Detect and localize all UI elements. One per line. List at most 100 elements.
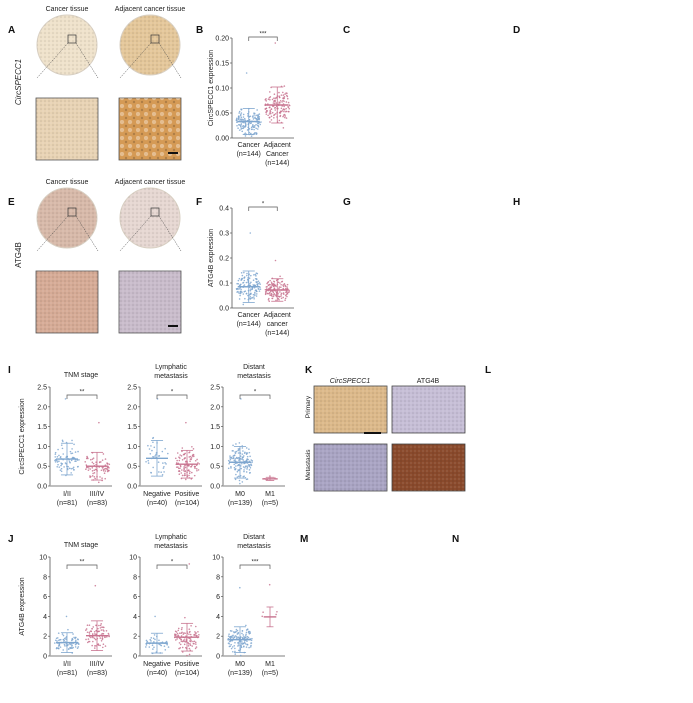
data-point (278, 299, 280, 301)
data-point (87, 467, 90, 469)
subplot-title: TNM stage (64, 542, 98, 549)
data-point (281, 91, 284, 94)
data-point (191, 445, 193, 448)
data-point (176, 459, 178, 462)
y-tick-label: 0.5 (37, 464, 47, 471)
data-point (97, 627, 99, 630)
data-point (154, 638, 156, 641)
data-point (193, 634, 195, 636)
data-point (268, 292, 271, 294)
data-point (286, 295, 288, 298)
data-point (194, 631, 196, 633)
data-point (279, 111, 281, 114)
group-label: (n=139) (228, 500, 252, 507)
data-point (242, 303, 245, 306)
data-point (265, 113, 268, 115)
data-point (265, 286, 268, 288)
data-point (77, 450, 79, 453)
data-point (108, 635, 110, 638)
data-point (231, 650, 234, 653)
data-point (242, 642, 245, 645)
data-point (282, 127, 285, 129)
data-point (251, 637, 253, 640)
data-point (270, 286, 272, 289)
data-point (248, 464, 251, 466)
data-point (181, 450, 183, 453)
data-point (242, 466, 245, 468)
data-point (233, 644, 236, 647)
data-point (269, 121, 271, 123)
data-point (288, 107, 291, 110)
data-point (248, 646, 250, 649)
group-label: (n=144) (265, 330, 289, 337)
data-point (282, 285, 285, 288)
data-point (252, 125, 255, 127)
data-point (58, 454, 60, 457)
data-point (258, 121, 261, 124)
data-point (187, 465, 190, 467)
data-point (151, 449, 153, 452)
data-point (248, 119, 251, 121)
data-point (255, 127, 258, 130)
group-label: Cancer (266, 151, 289, 158)
significance-marker: *** (259, 32, 267, 38)
zoom-guide-line (119, 215, 152, 252)
data-point (249, 466, 252, 469)
data-point (63, 466, 65, 468)
data-point (282, 293, 285, 295)
data-point (54, 461, 57, 463)
data-point (153, 641, 155, 643)
data-point (150, 445, 152, 447)
data-point (273, 102, 276, 105)
data-point (161, 450, 164, 453)
data-point (60, 470, 63, 473)
data-point (286, 286, 288, 288)
data-point (269, 110, 272, 113)
data-point (275, 97, 278, 99)
data-point (92, 626, 95, 628)
row-label: Primary (305, 395, 312, 418)
data-point (190, 624, 192, 627)
y-tick-label: 0.10 (215, 86, 229, 93)
y-tick-label: 0.5 (210, 464, 220, 471)
data-point (232, 637, 235, 640)
data-point (192, 448, 195, 450)
data-point (153, 446, 156, 449)
data-point (249, 232, 252, 234)
data-point (91, 644, 93, 647)
data-point (72, 466, 75, 469)
data-point (77, 643, 80, 646)
data-point (243, 284, 246, 286)
data-point (237, 118, 240, 121)
data-point (87, 638, 90, 640)
data-point (252, 124, 254, 126)
data-point (243, 641, 246, 644)
data-point (235, 473, 237, 476)
data-point (260, 121, 262, 123)
data-point (84, 461, 87, 463)
data-point (231, 639, 233, 642)
data-point (235, 637, 238, 639)
y-tick-label: 2.0 (37, 404, 47, 411)
data-point (192, 455, 195, 458)
data-point (247, 465, 249, 467)
data-point (239, 294, 241, 297)
ihc-panel-k: CircSPECC1 ATG4B Primary Metastasis (305, 378, 466, 492)
zoom-guide-line (158, 42, 182, 79)
data-point (189, 643, 191, 645)
data-point (257, 125, 260, 127)
data-point (198, 463, 201, 465)
data-point (244, 125, 247, 127)
data-point (245, 633, 247, 636)
data-point (189, 630, 191, 633)
data-point (238, 442, 241, 444)
data-point (56, 455, 59, 458)
data-point (69, 643, 71, 646)
data-point (255, 281, 258, 284)
data-point (245, 72, 248, 74)
data-point (93, 645, 96, 647)
data-point (68, 467, 71, 470)
data-point (268, 300, 271, 303)
significance-marker: *** (251, 560, 259, 566)
data-point (233, 466, 236, 469)
